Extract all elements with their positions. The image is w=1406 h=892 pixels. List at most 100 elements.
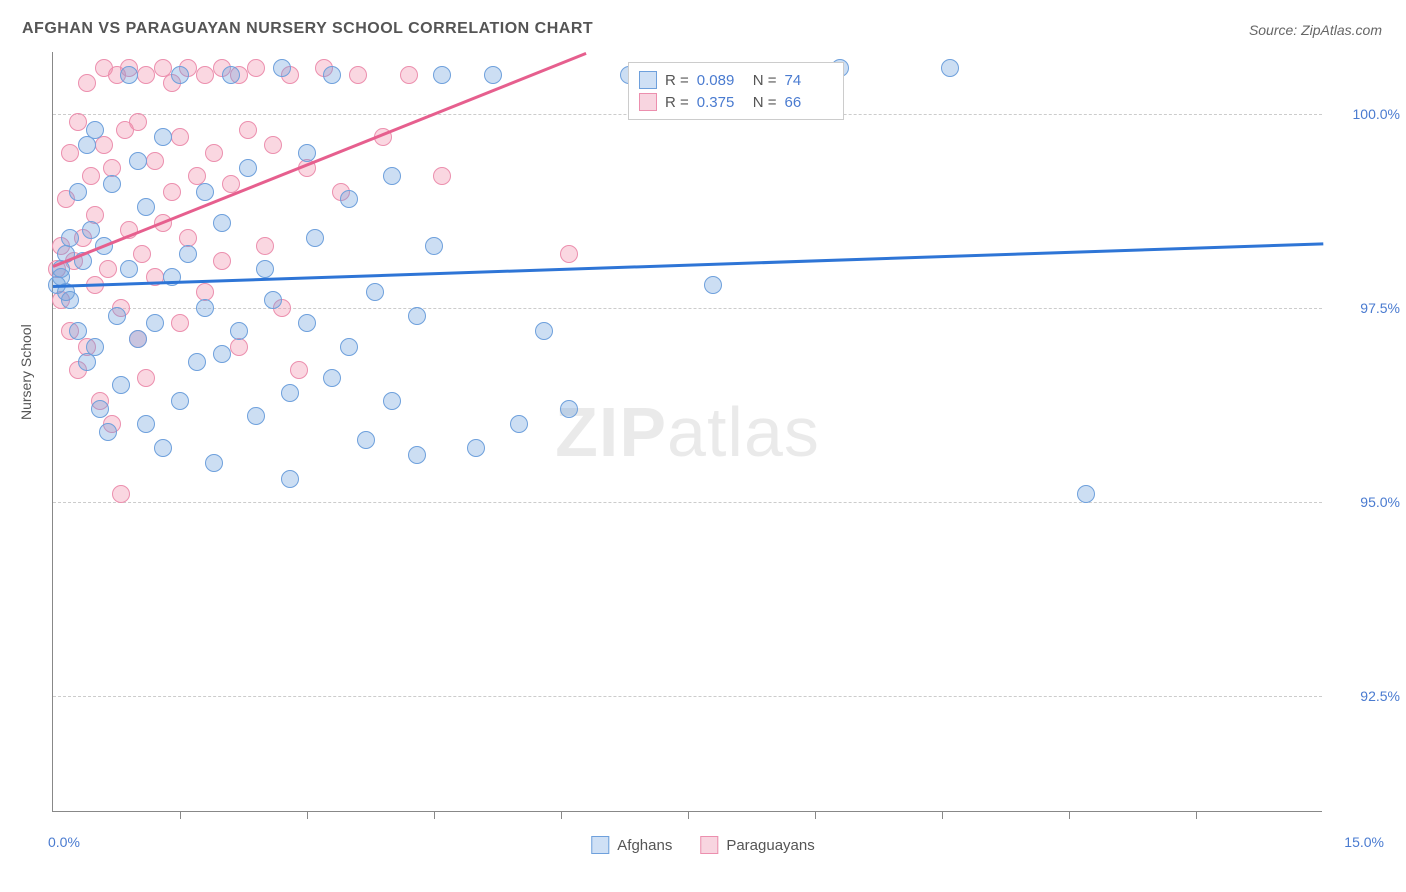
afghan-point: [196, 299, 214, 317]
legend-label-afghans: Afghans: [617, 837, 672, 854]
afghan-point: [61, 291, 79, 309]
afghan-point: [704, 276, 722, 294]
afghan-point: [560, 400, 578, 418]
afghan-point: [433, 66, 451, 84]
afghan-point: [535, 322, 553, 340]
paraguayan-point: [137, 66, 155, 84]
x-tick: [688, 811, 689, 819]
afghan-point: [256, 260, 274, 278]
paraguayan-point: [256, 237, 274, 255]
paraguayan-point: [99, 260, 117, 278]
paraguayan-point: [95, 136, 113, 154]
afghan-point: [1077, 485, 1095, 503]
afghan-point: [484, 66, 502, 84]
afghan-point: [366, 283, 384, 301]
afghan-point: [82, 221, 100, 239]
afghan-point: [941, 59, 959, 77]
afghan-point: [213, 345, 231, 363]
paraguayan-point: [69, 113, 87, 131]
afghan-point: [408, 446, 426, 464]
paraguayan-point: [433, 167, 451, 185]
x-tick: [1196, 811, 1197, 819]
paraguayan-point: [290, 361, 308, 379]
paraguayan-point: [196, 66, 214, 84]
y-tick-label: 97.5%: [1330, 300, 1400, 316]
paraguayan-point: [560, 245, 578, 263]
n-label: N =: [753, 94, 777, 111]
paraguayan-point: [247, 59, 265, 77]
x-tick: [561, 811, 562, 819]
afghan-point: [383, 167, 401, 185]
swatch-afghans: [639, 71, 657, 89]
afghan-point: [103, 175, 121, 193]
x-tick: [180, 811, 181, 819]
afghan-point: [120, 260, 138, 278]
legend-item-paraguayans: Paraguayans: [700, 836, 814, 854]
afghan-point: [247, 407, 265, 425]
afghan-point: [467, 439, 485, 457]
trend-line-afghans: [53, 242, 1323, 287]
afghan-point: [213, 214, 231, 232]
afghan-point: [281, 470, 299, 488]
paraguayan-point: [78, 74, 96, 92]
afghan-point: [120, 66, 138, 84]
correlation-chart: AFGHAN VS PARAGUAYAN NURSERY SCHOOL CORR…: [0, 0, 1406, 892]
afghan-point: [171, 66, 189, 84]
n-label: N =: [753, 72, 777, 89]
afghan-point: [230, 322, 248, 340]
afghan-point: [69, 322, 87, 340]
r-value-paraguayans: 0.375: [697, 94, 745, 111]
paraguayan-point: [230, 338, 248, 356]
afghan-point: [357, 431, 375, 449]
gridline: [53, 502, 1322, 503]
afghan-point: [188, 353, 206, 371]
paraguayan-point: [82, 167, 100, 185]
afghan-point: [99, 423, 117, 441]
afghan-point: [171, 392, 189, 410]
swatch-paraguayans: [700, 836, 718, 854]
x-axis-max-label: 15.0%: [1344, 834, 1384, 850]
afghan-point: [86, 338, 104, 356]
afghan-point: [425, 237, 443, 255]
x-tick: [815, 811, 816, 819]
afghan-point: [306, 229, 324, 247]
y-axis-label: Nursery School: [18, 324, 34, 420]
n-value-afghans: 74: [785, 72, 833, 89]
afghan-point: [129, 330, 147, 348]
afghan-point: [69, 183, 87, 201]
gridline: [53, 696, 1322, 697]
paraguayan-point: [349, 66, 367, 84]
afghan-point: [86, 121, 104, 139]
afghan-point: [179, 245, 197, 263]
afghan-point: [196, 183, 214, 201]
afghan-point: [154, 439, 172, 457]
plot-area: ZIPatlas 100.0%97.5%95.0%92.5%R =0.089N …: [52, 52, 1322, 812]
paraguayan-point: [129, 113, 147, 131]
legend-item-afghans: Afghans: [591, 836, 672, 854]
afghan-point: [222, 66, 240, 84]
paraguayan-point: [239, 121, 257, 139]
paraguayan-point: [264, 136, 282, 154]
afghan-point: [340, 190, 358, 208]
afghan-point: [78, 353, 96, 371]
afghan-point: [205, 454, 223, 472]
x-tick: [434, 811, 435, 819]
stats-row-afghans: R = 0.089 N = 74: [639, 69, 833, 91]
paraguayan-point: [137, 369, 155, 387]
r-label: R =: [665, 72, 689, 89]
afghan-point: [323, 369, 341, 387]
r-value-afghans: 0.089: [697, 72, 745, 89]
afghan-point: [340, 338, 358, 356]
paraguayan-point: [205, 144, 223, 162]
paraguayan-point: [171, 128, 189, 146]
afghan-point: [146, 314, 164, 332]
afghan-point: [383, 392, 401, 410]
afghan-point: [408, 307, 426, 325]
n-value-paraguayans: 66: [785, 94, 833, 111]
afghan-point: [323, 66, 341, 84]
paraguayan-point: [163, 183, 181, 201]
paraguayan-point: [112, 485, 130, 503]
stats-row-paraguayans: R =0.375N =66: [639, 91, 833, 113]
x-tick: [942, 811, 943, 819]
paraguayan-point: [146, 152, 164, 170]
